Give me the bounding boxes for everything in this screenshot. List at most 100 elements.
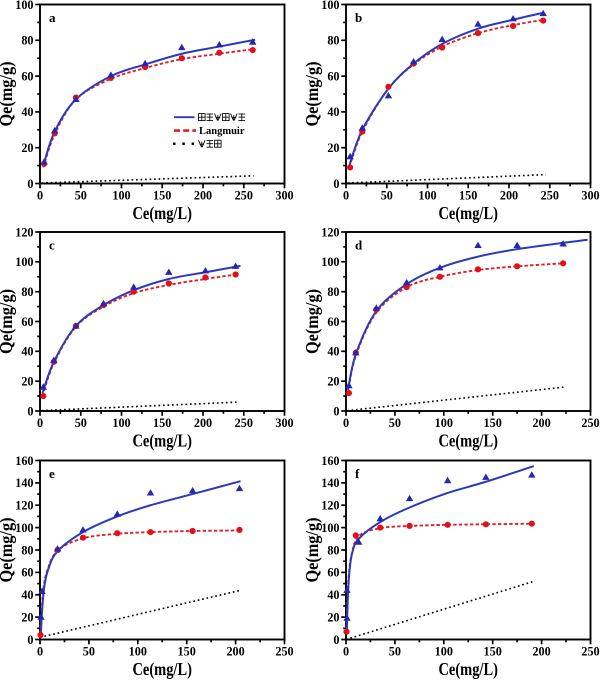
svg-text:50: 50 <box>381 188 393 202</box>
svg-text:Ce(mg/L): Ce(mg/L) <box>438 431 498 451</box>
svg-text:b: b <box>355 10 362 25</box>
svg-text:50: 50 <box>389 644 401 658</box>
svg-text:200: 200 <box>532 644 550 658</box>
svg-text:Ce(mg/L): Ce(mg/L) <box>132 431 192 451</box>
svg-text:0: 0 <box>333 404 339 418</box>
svg-text:100: 100 <box>435 416 453 430</box>
svg-text:250: 250 <box>275 644 293 658</box>
svg-text:100: 100 <box>112 416 130 430</box>
svg-text:100: 100 <box>418 188 436 202</box>
svg-text:Langmuir: Langmuir <box>199 126 245 137</box>
svg-text:e: e <box>49 466 55 481</box>
svg-text:120: 120 <box>15 499 33 513</box>
svg-text:100: 100 <box>321 0 339 12</box>
svg-text:Qe(mg/g): Qe(mg/g) <box>0 289 16 354</box>
svg-text:100: 100 <box>321 255 339 269</box>
svg-text:100: 100 <box>15 521 33 535</box>
svg-text:100: 100 <box>15 255 33 269</box>
svg-text:0: 0 <box>37 644 43 658</box>
svg-text:250: 250 <box>235 188 253 202</box>
svg-text:160: 160 <box>321 454 339 468</box>
svg-text:140: 140 <box>15 476 33 490</box>
svg-text:100: 100 <box>112 188 130 202</box>
svg-text:0: 0 <box>333 177 339 191</box>
svg-text:40: 40 <box>327 105 339 119</box>
svg-text:40: 40 <box>21 105 33 119</box>
svg-text:Ce(mg/L): Ce(mg/L) <box>132 203 192 223</box>
svg-text:100: 100 <box>435 644 453 658</box>
svg-text:Qe(mg/g): Qe(mg/g) <box>0 61 16 126</box>
svg-text:Qe(mg/g): Qe(mg/g) <box>302 61 322 126</box>
svg-text:0: 0 <box>27 633 33 647</box>
svg-text:60: 60 <box>327 315 339 329</box>
svg-text:0: 0 <box>343 188 349 202</box>
svg-text:150: 150 <box>484 416 502 430</box>
svg-text:80: 80 <box>327 285 339 299</box>
svg-text:150: 150 <box>178 644 196 658</box>
svg-text:300: 300 <box>275 188 293 202</box>
svg-text:20: 20 <box>21 610 33 624</box>
svg-text:Qe(mg/g): Qe(mg/g) <box>0 517 16 582</box>
svg-text:140: 140 <box>321 476 339 490</box>
svg-text:a: a <box>49 10 56 25</box>
svg-text:0: 0 <box>37 188 43 202</box>
svg-text:0: 0 <box>27 404 33 418</box>
svg-text:20: 20 <box>327 141 339 155</box>
svg-text:80: 80 <box>327 34 339 48</box>
svg-text:50: 50 <box>75 416 87 430</box>
svg-text:200: 200 <box>532 416 550 430</box>
svg-text:60: 60 <box>21 315 33 329</box>
svg-text:40: 40 <box>327 345 339 359</box>
svg-text:80: 80 <box>21 34 33 48</box>
svg-text:c: c <box>49 237 55 252</box>
svg-text:200: 200 <box>226 644 244 658</box>
svg-text:120: 120 <box>321 499 339 513</box>
svg-text:d: d <box>355 237 363 252</box>
svg-text:0: 0 <box>333 633 339 647</box>
svg-text:60: 60 <box>327 69 339 83</box>
svg-text:20: 20 <box>21 141 33 155</box>
svg-text:250: 250 <box>235 416 253 430</box>
svg-text:40: 40 <box>327 588 339 602</box>
svg-text:250: 250 <box>581 416 599 430</box>
svg-text:Ce(mg/L): Ce(mg/L) <box>438 659 498 679</box>
svg-text:40: 40 <box>21 588 33 602</box>
svg-text:100: 100 <box>321 521 339 535</box>
svg-text:0: 0 <box>27 177 33 191</box>
svg-text:300: 300 <box>275 416 293 430</box>
svg-text:150: 150 <box>484 644 502 658</box>
svg-text:200: 200 <box>500 188 518 202</box>
svg-text:50: 50 <box>75 188 87 202</box>
svg-text:80: 80 <box>21 543 33 557</box>
svg-text:60: 60 <box>327 566 339 580</box>
svg-text:150: 150 <box>153 416 171 430</box>
svg-text:20: 20 <box>21 375 33 389</box>
svg-text:Ce(mg/L): Ce(mg/L) <box>438 203 498 223</box>
svg-text:Qe(mg/g): Qe(mg/g) <box>302 517 322 582</box>
svg-text:f: f <box>355 466 360 481</box>
svg-text:40: 40 <box>21 345 33 359</box>
svg-text:200: 200 <box>194 188 212 202</box>
svg-text:Qe(mg/g): Qe(mg/g) <box>302 289 322 354</box>
svg-text:60: 60 <box>21 69 33 83</box>
svg-text:250: 250 <box>541 188 559 202</box>
svg-text:200: 200 <box>194 416 212 430</box>
svg-text:50: 50 <box>83 644 95 658</box>
svg-text:250: 250 <box>581 644 599 658</box>
svg-text:100: 100 <box>129 644 147 658</box>
svg-text:20: 20 <box>327 375 339 389</box>
svg-text:150: 150 <box>153 188 171 202</box>
svg-text:60: 60 <box>21 566 33 580</box>
svg-text:80: 80 <box>21 285 33 299</box>
svg-text:120: 120 <box>15 225 33 239</box>
svg-text:150: 150 <box>459 188 477 202</box>
svg-text:0: 0 <box>37 416 43 430</box>
svg-text:0: 0 <box>343 416 349 430</box>
svg-text:80: 80 <box>327 543 339 557</box>
svg-text:50: 50 <box>389 416 401 430</box>
svg-text:160: 160 <box>15 454 33 468</box>
svg-text:300: 300 <box>581 188 599 202</box>
svg-text:120: 120 <box>321 225 339 239</box>
svg-text:100: 100 <box>15 0 33 12</box>
svg-text:Ce(mg/L): Ce(mg/L) <box>132 659 192 679</box>
